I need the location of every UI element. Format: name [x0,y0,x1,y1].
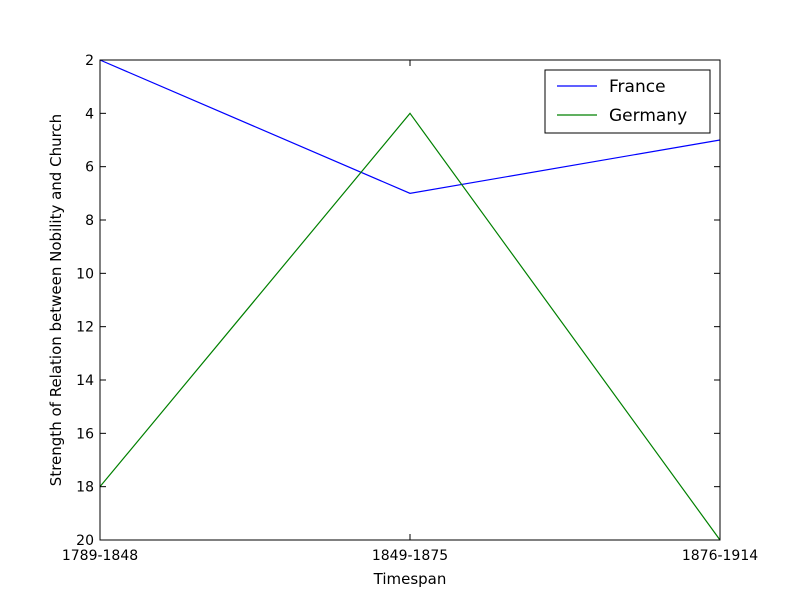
y-axis-label: Strength of Relation between Nobility an… [47,114,65,486]
legend-label-france: France [609,77,666,97]
y-tick-label: 12 [76,320,94,336]
legend-label-germany: Germany [609,106,687,126]
y-tick-label: 16 [76,426,94,442]
y-tick-label: 8 [85,213,94,229]
y-tick-label: 2 [85,53,94,69]
y-tick-label: 6 [85,160,94,176]
series-line-germany [99,112,721,541]
x-tick-label: 1789-1848 [62,548,138,564]
legend: France Germany [544,69,711,134]
x-tick-label: 1876-1914 [682,548,758,564]
x-axis-label: Timespan [373,570,447,588]
series-line-france [99,59,721,194]
x-tick-label: 1849-1875 [372,548,448,564]
y-tick-label: 14 [76,373,94,389]
y-tick-label: 18 [76,480,94,496]
y-tick-label: 4 [85,106,94,122]
y-tick-label: 20 [76,533,94,549]
y-tick-label: 10 [76,266,94,282]
series-layer [99,59,721,541]
legend-box [544,69,711,134]
